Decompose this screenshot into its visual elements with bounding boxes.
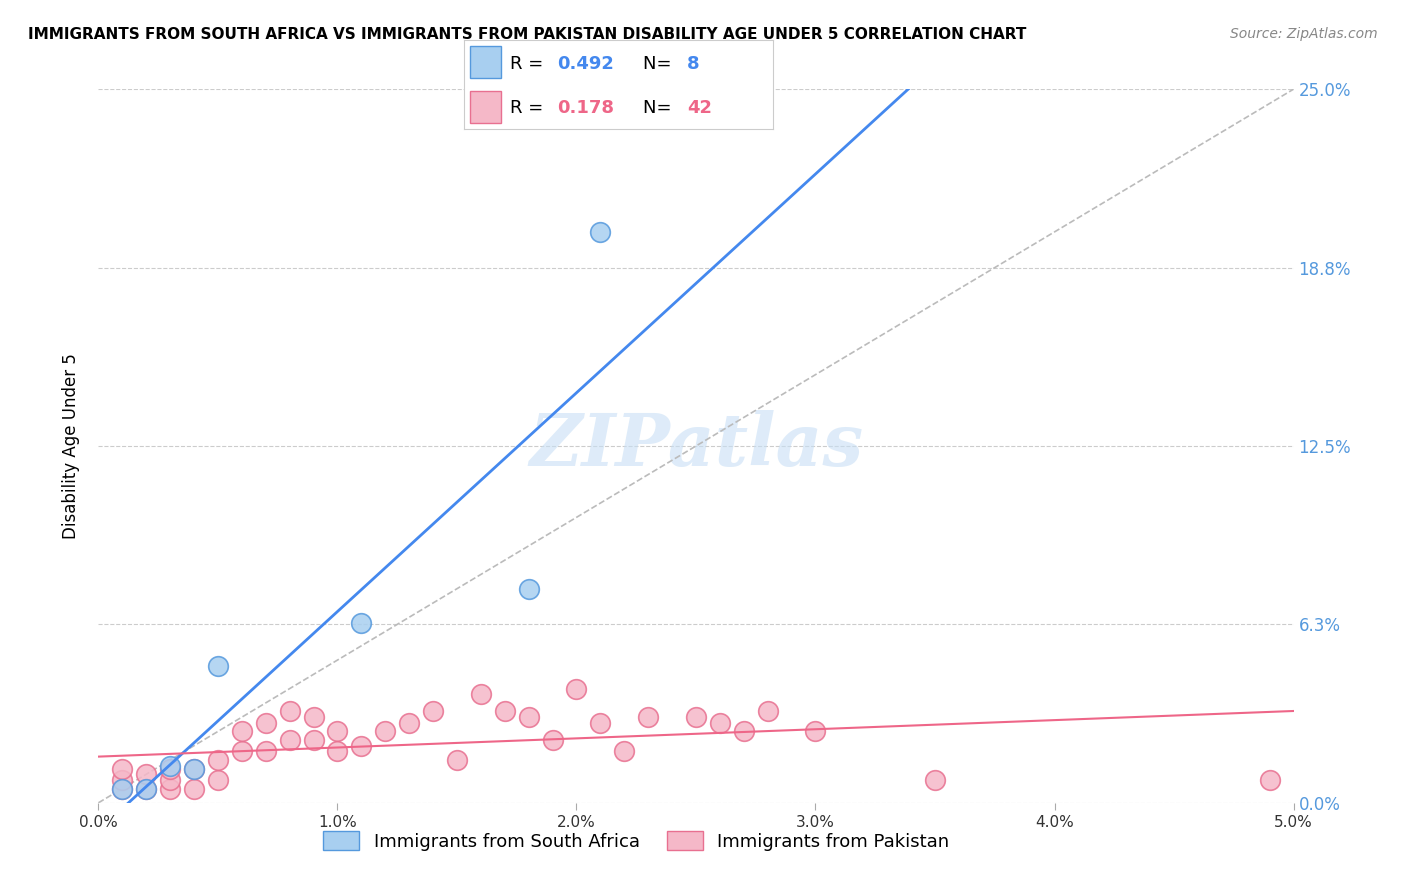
Point bbox=[613, 744, 636, 758]
Point bbox=[374, 724, 396, 739]
Point bbox=[135, 781, 157, 796]
Text: 0.492: 0.492 bbox=[557, 55, 613, 73]
Point bbox=[709, 715, 731, 730]
Point bbox=[589, 225, 612, 239]
Point bbox=[326, 724, 349, 739]
Text: R =: R = bbox=[510, 55, 550, 73]
Point bbox=[924, 772, 946, 787]
Text: 0.178: 0.178 bbox=[557, 99, 614, 117]
Point bbox=[111, 781, 134, 796]
Point bbox=[207, 753, 229, 767]
Point bbox=[350, 615, 373, 630]
Point bbox=[159, 762, 181, 776]
Text: N=: N= bbox=[644, 99, 678, 117]
Text: R =: R = bbox=[510, 99, 550, 117]
Point bbox=[517, 710, 540, 724]
Point bbox=[685, 710, 707, 724]
Text: 8: 8 bbox=[686, 55, 699, 73]
FancyBboxPatch shape bbox=[470, 46, 501, 78]
Point bbox=[135, 767, 157, 781]
Text: ZIPatlas: ZIPatlas bbox=[529, 410, 863, 482]
Text: N=: N= bbox=[644, 55, 678, 73]
Point bbox=[517, 582, 540, 596]
Point bbox=[254, 715, 277, 730]
Point bbox=[159, 758, 181, 772]
Point bbox=[302, 710, 325, 724]
Point bbox=[254, 744, 277, 758]
Point bbox=[756, 705, 779, 719]
Point bbox=[350, 739, 373, 753]
FancyBboxPatch shape bbox=[470, 91, 501, 123]
Point bbox=[231, 744, 253, 758]
Point bbox=[183, 781, 205, 796]
Point bbox=[111, 772, 134, 787]
Point bbox=[231, 724, 253, 739]
Point bbox=[302, 733, 325, 747]
Point bbox=[541, 733, 564, 747]
Point bbox=[470, 687, 492, 701]
Point bbox=[278, 705, 301, 719]
Point bbox=[804, 724, 827, 739]
Point bbox=[494, 705, 516, 719]
Point bbox=[183, 762, 205, 776]
Y-axis label: Disability Age Under 5: Disability Age Under 5 bbox=[62, 353, 80, 539]
Legend: Immigrants from South Africa, Immigrants from Pakistan: Immigrants from South Africa, Immigrants… bbox=[316, 824, 956, 858]
Point bbox=[733, 724, 755, 739]
Text: IMMIGRANTS FROM SOUTH AFRICA VS IMMIGRANTS FROM PAKISTAN DISABILITY AGE UNDER 5 : IMMIGRANTS FROM SOUTH AFRICA VS IMMIGRAN… bbox=[28, 27, 1026, 42]
Point bbox=[111, 762, 134, 776]
Text: Source: ZipAtlas.com: Source: ZipAtlas.com bbox=[1230, 27, 1378, 41]
Point bbox=[207, 658, 229, 673]
Point bbox=[565, 681, 588, 696]
Point bbox=[326, 744, 349, 758]
Point bbox=[159, 781, 181, 796]
Point bbox=[111, 781, 134, 796]
Point bbox=[422, 705, 444, 719]
Point bbox=[446, 753, 468, 767]
Text: 42: 42 bbox=[686, 99, 711, 117]
Point bbox=[1258, 772, 1281, 787]
Point bbox=[207, 772, 229, 787]
Point bbox=[135, 781, 157, 796]
Point bbox=[278, 733, 301, 747]
Point bbox=[159, 772, 181, 787]
Point bbox=[637, 710, 659, 724]
Point bbox=[589, 715, 612, 730]
Point bbox=[183, 762, 205, 776]
Point bbox=[398, 715, 420, 730]
